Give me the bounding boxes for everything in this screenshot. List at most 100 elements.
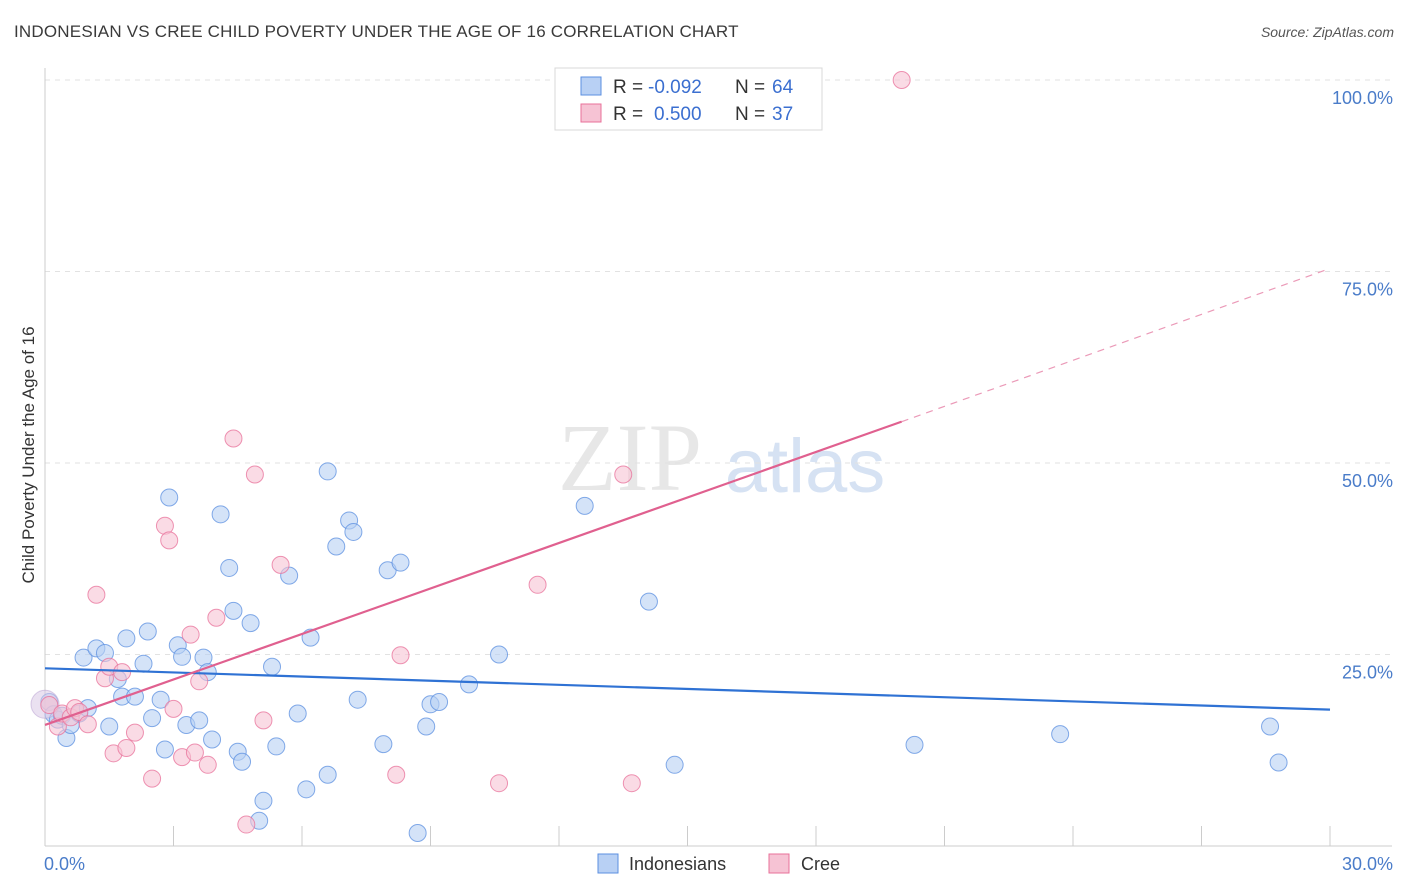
indonesians-point-44 [318,765,337,784]
y-tick-labels: 100.0% 75.0% 50.0% 25.0% [1332,88,1393,683]
indonesians-point-37 [263,657,282,676]
indonesians-point-41 [297,780,316,799]
x-tick-labels: 0.0% 30.0% [44,854,1393,874]
indonesians-point-45 [327,537,346,556]
legend-swatch-indonesians [580,76,602,96]
indonesians-point-23 [173,647,192,666]
indonesians-point-30 [220,558,239,577]
legend-r-label-1: R = [613,77,643,98]
cree-point-6 [78,715,97,734]
gridlines [45,79,1392,655]
cree-point-23 [207,608,226,627]
bottom-legend-cree: Cree [801,854,840,874]
bottom-legend-swatch-indonesians [597,853,619,874]
chart-source: Source: ZipAtlas.com [1260,24,1394,40]
indonesians-point-40 [288,704,307,723]
bottom-legend-indonesians: Indonesians [629,854,726,874]
chart-title: INDONESIAN VS CREE CHILD POVERTY UNDER T… [14,22,739,41]
cree-trend-line [44,420,903,727]
cree-point-25 [237,815,256,834]
indonesians-point-28 [203,730,222,749]
series-legend: Indonesians Cree [597,853,840,874]
y-tick-label-0: 100.0% [1332,88,1393,108]
cree-point-26 [245,465,264,484]
indonesians-point-38 [267,737,286,756]
cree-point-7 [87,585,106,604]
indonesians-point-52 [408,823,427,842]
cree-points [40,71,911,834]
cree-point-11 [113,663,132,682]
cree-trend-extension [901,267,1331,423]
indonesians-point-53 [417,717,436,736]
indonesians-point-21 [160,488,179,507]
cree-point-12 [117,738,136,757]
indonesians-point-62 [1051,725,1070,744]
cree-point-28 [271,555,290,574]
correlation-legend: R = -0.092 N = 64 R = 0.500 N = 37 [554,67,823,131]
indonesians-point-64 [1269,753,1288,772]
trend-lines [44,267,1331,727]
legend-n-value-2: 37 [772,104,793,125]
indonesians-point-49 [374,735,393,754]
indonesians-point-19 [151,690,170,709]
cree-point-20 [185,743,204,762]
indonesians-point-60 [665,755,684,774]
cree-point-31 [490,774,509,793]
indonesians-point-17 [138,622,157,641]
indonesians-point-18 [143,709,162,728]
legend-n-label-1: N = [735,77,765,98]
indonesians-point-48 [348,690,367,709]
cree-point-22 [198,755,217,774]
cree-point-27 [254,711,273,730]
cree-point-34 [622,774,641,793]
x-tick-label-0: 0.0% [44,854,85,874]
indonesians-point-20 [155,740,174,759]
indonesians-point-57 [490,645,509,664]
cree-point-29 [387,765,406,784]
indonesians-point-7 [74,648,93,667]
y-tick-label-3: 25.0% [1342,663,1393,683]
indonesians-point-14 [117,629,136,648]
indonesians-point-63 [1261,717,1280,736]
indonesians-point-31 [224,601,243,620]
legend-swatch-cree [580,103,602,123]
cree-point-14 [143,769,162,788]
legend-n-value-1: 64 [772,77,794,98]
indonesians-point-51 [391,553,410,572]
indonesians-point-43 [318,462,337,481]
watermark-zip: ZIP [558,404,702,511]
indonesians-point-25 [190,711,209,730]
cree-point-16 [160,531,179,550]
cree-point-17 [164,699,183,718]
indonesians-point-58 [575,496,594,515]
cree-point-19 [181,625,200,644]
indonesians-point-34 [241,614,260,633]
indonesians-point-16 [134,654,153,673]
cree-point-0 [40,696,59,715]
x-tick-label-1: 30.0% [1342,854,1393,874]
cree-point-13 [125,723,144,742]
cree-point-33 [614,465,633,484]
cree-point-35 [892,71,911,89]
indonesians-point-59 [639,592,658,611]
indonesians-point-61 [905,735,924,754]
watermark-atlas: atlas [725,424,886,509]
indonesians-point-47 [344,522,363,541]
indonesians-trend-line [44,667,1331,711]
legend-n-label-2: N = [735,104,765,125]
indonesians-point-56 [460,675,479,694]
indonesians-point-55 [430,692,449,711]
cree-point-21 [190,672,209,691]
cree-point-32 [528,575,547,594]
indonesians-point-33 [233,752,252,771]
y-tick-label-1: 75.0% [1342,280,1393,300]
legend-r-value-1: -0.092 [648,77,702,98]
indonesians-point-11 [100,717,119,736]
indonesians-point-36 [254,791,273,810]
legend-r-label-2: R = [613,104,643,125]
cree-point-24 [224,429,243,448]
y-axis-label: Child Poverty Under the Age of 16 [19,326,38,583]
indonesians-points [30,462,1288,842]
bottom-legend-swatch-cree [768,853,790,874]
